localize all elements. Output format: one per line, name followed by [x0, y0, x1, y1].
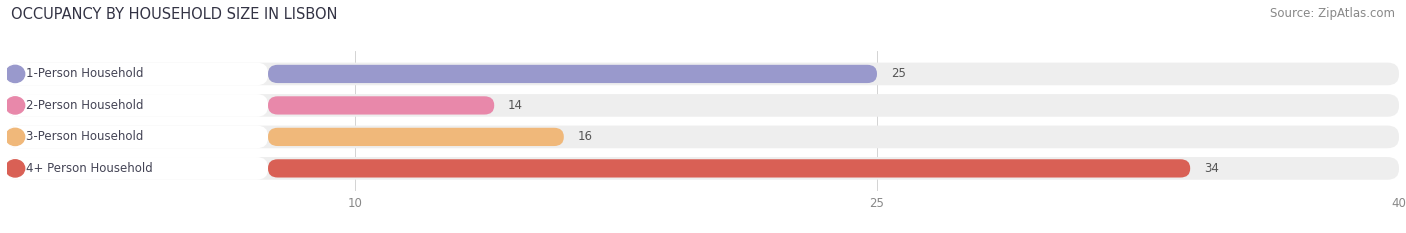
Circle shape	[6, 128, 25, 146]
FancyBboxPatch shape	[7, 157, 269, 180]
Text: 16: 16	[578, 130, 593, 143]
Circle shape	[6, 65, 25, 82]
Text: 2-Person Household: 2-Person Household	[25, 99, 143, 112]
Text: 25: 25	[891, 67, 905, 80]
FancyBboxPatch shape	[269, 96, 495, 115]
FancyBboxPatch shape	[7, 63, 1399, 85]
FancyBboxPatch shape	[269, 128, 564, 146]
FancyBboxPatch shape	[7, 94, 269, 117]
FancyBboxPatch shape	[7, 94, 1399, 117]
FancyBboxPatch shape	[269, 159, 1191, 178]
FancyBboxPatch shape	[269, 65, 877, 83]
Text: Source: ZipAtlas.com: Source: ZipAtlas.com	[1270, 7, 1395, 20]
Text: 1-Person Household: 1-Person Household	[25, 67, 143, 80]
FancyBboxPatch shape	[7, 157, 1399, 180]
Circle shape	[6, 97, 25, 114]
Text: OCCUPANCY BY HOUSEHOLD SIZE IN LISBON: OCCUPANCY BY HOUSEHOLD SIZE IN LISBON	[11, 7, 337, 22]
FancyBboxPatch shape	[7, 126, 269, 148]
FancyBboxPatch shape	[7, 63, 269, 85]
Text: 3-Person Household: 3-Person Household	[25, 130, 143, 143]
Text: 34: 34	[1204, 162, 1219, 175]
FancyBboxPatch shape	[7, 126, 1399, 148]
Circle shape	[6, 160, 25, 177]
Text: 14: 14	[508, 99, 523, 112]
Text: 4+ Person Household: 4+ Person Household	[25, 162, 152, 175]
